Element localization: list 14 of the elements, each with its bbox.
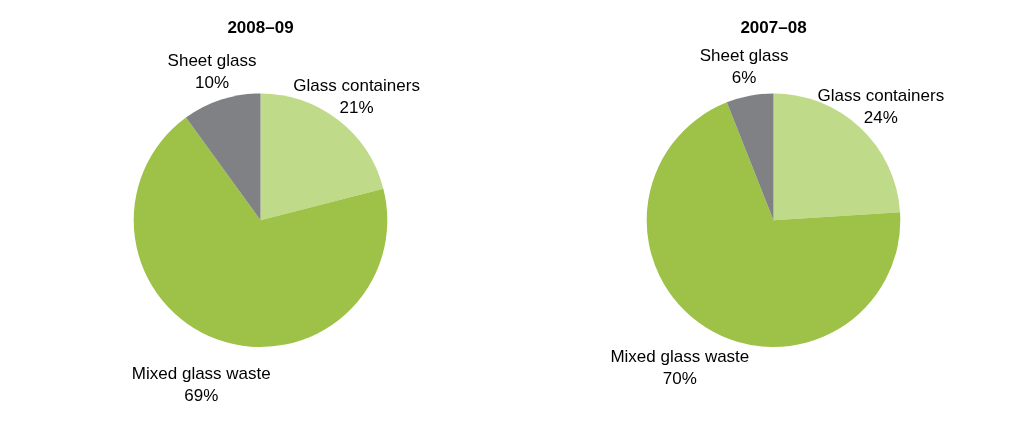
- data-label: 69%: [184, 386, 219, 406]
- chart-title: 2008–09: [227, 17, 294, 37]
- slice-label: Mixed glass waste: [131, 364, 271, 384]
- slice-label: Glass containers: [817, 85, 945, 105]
- data-label: 70%: [662, 369, 697, 389]
- slice-label: Sheet glass: [167, 50, 257, 70]
- data-label: 6%: [731, 67, 757, 87]
- data-label: 24%: [863, 107, 898, 127]
- data-label: 21%: [339, 97, 374, 117]
- slice-label: Sheet glass: [699, 45, 789, 65]
- data-label: 10%: [195, 72, 230, 92]
- slice-label: Glass containers: [293, 75, 420, 95]
- slice-label: Mixed glass waste: [610, 347, 750, 367]
- chart-title: 2007–08: [740, 17, 807, 37]
